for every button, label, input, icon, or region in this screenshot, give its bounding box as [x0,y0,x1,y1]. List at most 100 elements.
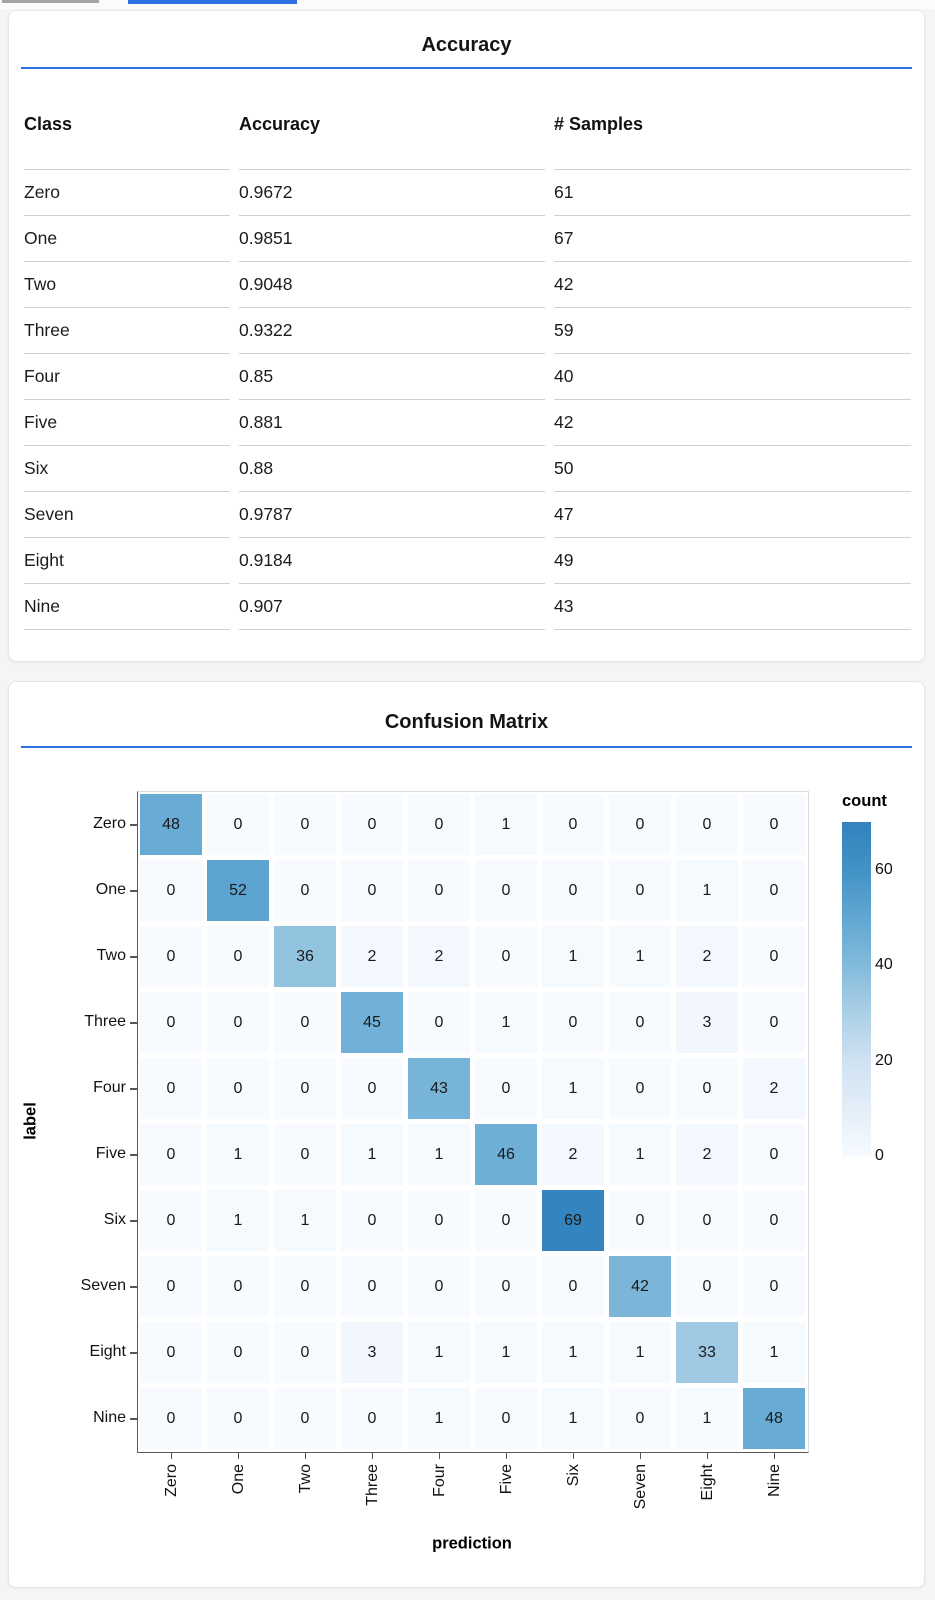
heatmap-cell: 52 [207,860,269,921]
heatmap-cell: 1 [408,1124,470,1185]
accuracy-cell: 0.907 [239,583,545,630]
heatmap-cell: 1 [676,1388,738,1449]
heatmap-cell: 0 [408,1190,470,1251]
heatmap-cell: 0 [475,1256,537,1317]
x-tick [170,1452,172,1459]
heatmap-cell: 2 [542,1124,604,1185]
samples-cell: 42 [554,399,911,445]
x-tick-label: Three [363,1464,381,1506]
title-divider [21,746,912,748]
heatmap-cell: 0 [475,860,537,921]
heatmap-cell: 0 [609,794,671,855]
heatmap-cell: 45 [341,992,403,1053]
accuracy-cell: 0.9048 [239,261,545,307]
heatmap-cell: 2 [743,1058,805,1119]
column-header: Class [24,114,73,134]
class-cell: Seven [24,491,230,537]
y-tick-label: Two [96,947,126,964]
class-cell: One [24,215,230,261]
confusion-card-title: Confusion Matrix [384,711,549,733]
heatmap-cell: 1 [207,1124,269,1185]
accuracy-card-title: Accuracy [421,34,512,56]
x-tick-label: Two [296,1464,314,1494]
heatmap-cell: 1 [609,926,671,987]
heatmap-cell: 1 [542,926,604,987]
heatmap-cell: 0 [676,794,738,855]
class-cell: Nine [24,583,230,630]
y-tick-label: Seven [80,1277,126,1294]
heatmap-cell: 0 [140,1256,202,1317]
heatmap-cell: 0 [676,1256,738,1317]
heatmap-cell: 0 [140,1124,202,1185]
heatmap-cell: 0 [676,1058,738,1119]
samples-cell: 59 [554,307,911,353]
heatmap-cell: 1 [274,1190,336,1251]
samples-cell: 49 [554,537,911,583]
accuracy-card: Accuracy Class Accuracy # Samples Zero 0.96… [8,10,925,662]
heatmap-cell: 2 [408,926,470,987]
heatmap-cell: 0 [274,1256,336,1317]
heatmap-cell: 0 [408,1256,470,1317]
heatmap-cell: 1 [475,992,537,1053]
colorbar-title: count [842,792,887,810]
heatmap-cell: 48 [140,794,202,855]
colorbar-tick-label: 20 [875,1051,893,1069]
samples-cell: 47 [554,491,911,537]
table-row: One 0.9851 67 [24,215,911,261]
y-tick-label: Six [103,1211,126,1228]
x-tick [237,1452,239,1459]
heatmap-cell: 0 [743,926,805,987]
x-tick-label: Five [497,1464,515,1495]
y-tick-label: Nine [93,1409,126,1426]
y-tick [130,890,137,892]
heatmap-cell: 36 [274,926,336,987]
heatmap-cell: 0 [274,1322,336,1383]
accuracy-cell: 0.9184 [239,537,545,583]
heatmap-cell: 1 [408,1388,470,1449]
heatmap-cell: 0 [140,1190,202,1251]
y-tick [130,1088,137,1090]
heatmap-cell: 0 [207,926,269,987]
heatmap-cell: 48 [743,1388,805,1449]
heatmap-cell: 2 [676,1124,738,1185]
table-row: Three 0.9322 59 [24,307,911,353]
heatmap-cell: 0 [140,1388,202,1449]
heatmap-cell: 1 [475,794,537,855]
heatmap-cell: 0 [140,992,202,1053]
x-tick-label: Seven [631,1464,649,1510]
heatmap-cell: 1 [408,1322,470,1383]
x-tick-label: Four [430,1464,448,1497]
heatmap-cell: 0 [743,1256,805,1317]
table-row: Seven 0.9787 47 [24,491,911,537]
heatmap-cell: 0 [274,992,336,1053]
table-row: Nine 0.907 43 [24,583,911,630]
accuracy-cell: 0.9851 [239,215,545,261]
column-header: Accuracy [239,114,321,134]
x-tick [438,1452,440,1459]
table-row: Two 0.9048 42 [24,261,911,307]
y-tick [130,1022,137,1024]
colorbar-tick-label: 60 [875,860,893,878]
heatmap-cell: 0 [207,1058,269,1119]
heatmap-cell: 1 [207,1190,269,1251]
samples-cell: 40 [554,353,911,399]
heatmap-cell: 0 [274,794,336,855]
heatmap-cell: 0 [609,1388,671,1449]
heatmap-cell: 1 [542,1322,604,1383]
y-tick-label: Three [84,1013,126,1030]
heatmap-cell: 0 [341,794,403,855]
heatmap-cell: 43 [408,1058,470,1119]
y-tick [130,956,137,958]
heatmap-cell: 0 [341,1388,403,1449]
x-tick-label: Zero [162,1464,180,1497]
heatmap-cell: 1 [743,1322,805,1383]
heatmap-cell: 0 [408,860,470,921]
heatmap-cell: 0 [542,1256,604,1317]
heatmap-cell: 0 [207,1322,269,1383]
heatmap-cell: 0 [140,1322,202,1383]
title-divider [21,67,912,69]
heatmap-cell: 0 [743,992,805,1053]
x-tick [371,1452,373,1459]
heatmap-cell: 1 [676,860,738,921]
y-tick-label: Zero [93,815,126,832]
